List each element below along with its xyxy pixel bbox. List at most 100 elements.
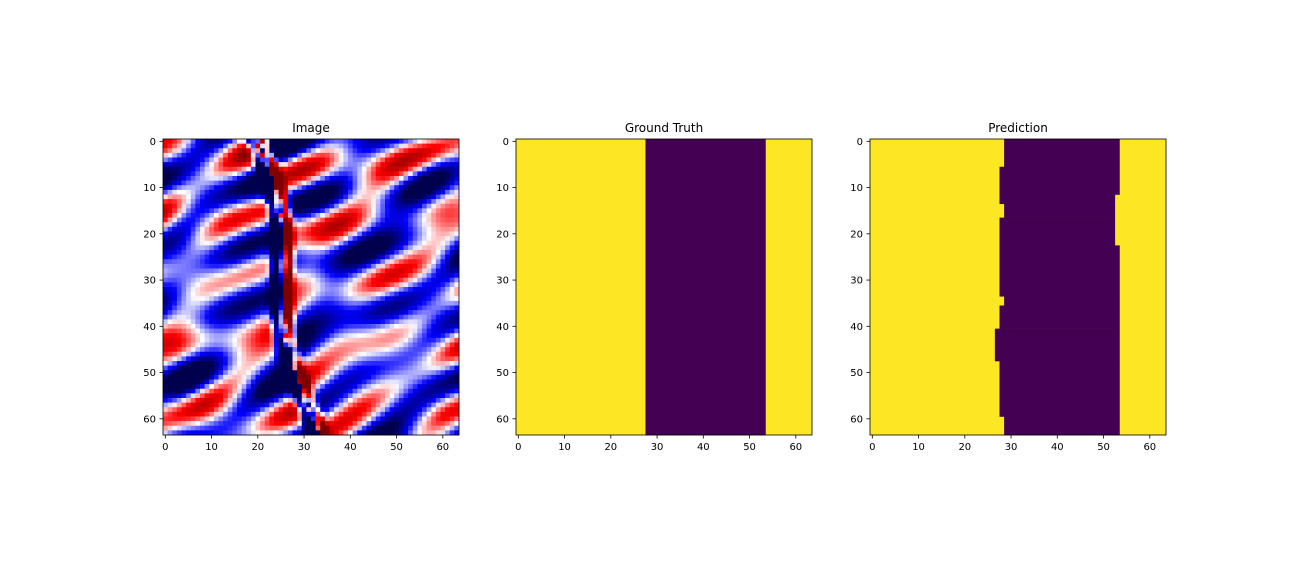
- heatmap-cell: [246, 356, 252, 362]
- heatmap-cell: [283, 268, 289, 274]
- heatmap-cell: [264, 430, 270, 436]
- heatmap-cell: [334, 217, 340, 223]
- heatmap-cell: [167, 407, 173, 413]
- heatmap-cell: [315, 425, 321, 431]
- heatmap-cell: [232, 347, 238, 353]
- heatmap-cell: [366, 245, 372, 251]
- heatmap-cell: [255, 388, 261, 394]
- heatmap-cell: [213, 143, 219, 149]
- heatmap-cell: [209, 411, 215, 417]
- heatmap-cell: [431, 166, 437, 172]
- heatmap-cell: [380, 217, 386, 223]
- heatmap-cell: [292, 282, 298, 288]
- heatmap-cell: [389, 361, 395, 366]
- heatmap-cell: [250, 268, 256, 274]
- heatmap-cell: [357, 282, 363, 288]
- heatmap-cell: [190, 231, 196, 237]
- x-tick-label: 0: [869, 442, 875, 453]
- heatmap-cell: [163, 236, 168, 242]
- heatmap-cell: [311, 407, 316, 413]
- heatmap-cell: [324, 166, 330, 172]
- heatmap-cell: [324, 421, 330, 427]
- heatmap-cell: [264, 222, 270, 228]
- heatmap-cell: [283, 180, 289, 186]
- heatmap-cell: [269, 217, 275, 223]
- heatmap-cell: [324, 259, 330, 265]
- heatmap-cell: [334, 199, 340, 205]
- heatmap-cell: [176, 374, 182, 380]
- heatmap-cell: [417, 171, 423, 177]
- heatmap-cell: [274, 305, 279, 311]
- heatmap-cell: [292, 361, 298, 366]
- heatmap-cell: [204, 398, 210, 403]
- heatmap-cell: [431, 379, 437, 385]
- heatmap-cell: [246, 361, 252, 366]
- heatmap-cell: [315, 384, 321, 390]
- heatmap-cell: [260, 333, 266, 339]
- heatmap-cell: [246, 171, 252, 177]
- heatmap-cell: [352, 139, 358, 144]
- heatmap-cell: [385, 162, 390, 168]
- heatmap-cell: [204, 351, 210, 357]
- heatmap-cell: [338, 370, 344, 376]
- heatmap-cell: [361, 143, 367, 149]
- heatmap-cell: [250, 226, 256, 232]
- heatmap-cell: [176, 287, 182, 292]
- heatmap-cell: [200, 277, 205, 283]
- heatmap-cell: [209, 370, 215, 376]
- heatmap-cell: [371, 217, 377, 223]
- heatmap-cell: [190, 226, 196, 232]
- heatmap-cell: [422, 365, 427, 371]
- heatmap-cell: [246, 222, 252, 228]
- heatmap-cell: [297, 342, 303, 348]
- heatmap-cell: [200, 259, 205, 265]
- heatmap-cell: [445, 185, 451, 191]
- heatmap-cell: [357, 189, 363, 195]
- heatmap-cell: [385, 370, 390, 376]
- heatmap-cell: [361, 388, 367, 394]
- heatmap-cell: [426, 259, 432, 265]
- heatmap-cell: [408, 287, 414, 292]
- heatmap-cell: [449, 342, 455, 348]
- heatmap-cell: [297, 407, 303, 413]
- heatmap-cell: [195, 176, 201, 181]
- heatmap-cell: [260, 347, 266, 353]
- heatmap-cell: [218, 356, 224, 362]
- heatmap-cell: [320, 217, 326, 223]
- heatmap-cell: [431, 236, 437, 242]
- heatmap-cell: [190, 277, 196, 283]
- heatmap-cell: [366, 254, 372, 260]
- heatmap-cell: [186, 189, 192, 195]
- heatmap-cell: [412, 259, 418, 265]
- heatmap-cell: [172, 411, 178, 417]
- heatmap-cell: [186, 166, 192, 172]
- heatmap-cell: [283, 222, 289, 228]
- heatmap-cell: [163, 407, 168, 413]
- heatmap-cell: [417, 259, 423, 265]
- heatmap-cell: [311, 328, 316, 334]
- heatmap-cell: [195, 314, 201, 320]
- heatmap-cell: [385, 342, 390, 348]
- heatmap-cell: [334, 240, 340, 246]
- heatmap-cell: [237, 388, 242, 394]
- heatmap-cell: [176, 296, 182, 302]
- heatmap-cell: [403, 157, 409, 163]
- heatmap-cell: [283, 351, 289, 357]
- heatmap-cell: [348, 319, 353, 325]
- heatmap-cell: [204, 254, 210, 260]
- heatmap-cell: [338, 250, 344, 255]
- heatmap-cell: [232, 361, 238, 366]
- heatmap-cell: [297, 319, 303, 325]
- heatmap-cell: [320, 199, 326, 205]
- heatmap-cell: [167, 185, 173, 191]
- heatmap-cell: [403, 236, 409, 242]
- heatmap-cell: [186, 370, 192, 376]
- heatmap-cell: [260, 231, 266, 237]
- heatmap-cell: [264, 416, 270, 422]
- heatmap-cell: [167, 203, 173, 209]
- heatmap-cell: [195, 171, 201, 177]
- heatmap-cell: [186, 226, 192, 232]
- heatmap-cell: [389, 384, 395, 390]
- heatmap-cell: [237, 240, 242, 246]
- heatmap-cell: [195, 143, 201, 149]
